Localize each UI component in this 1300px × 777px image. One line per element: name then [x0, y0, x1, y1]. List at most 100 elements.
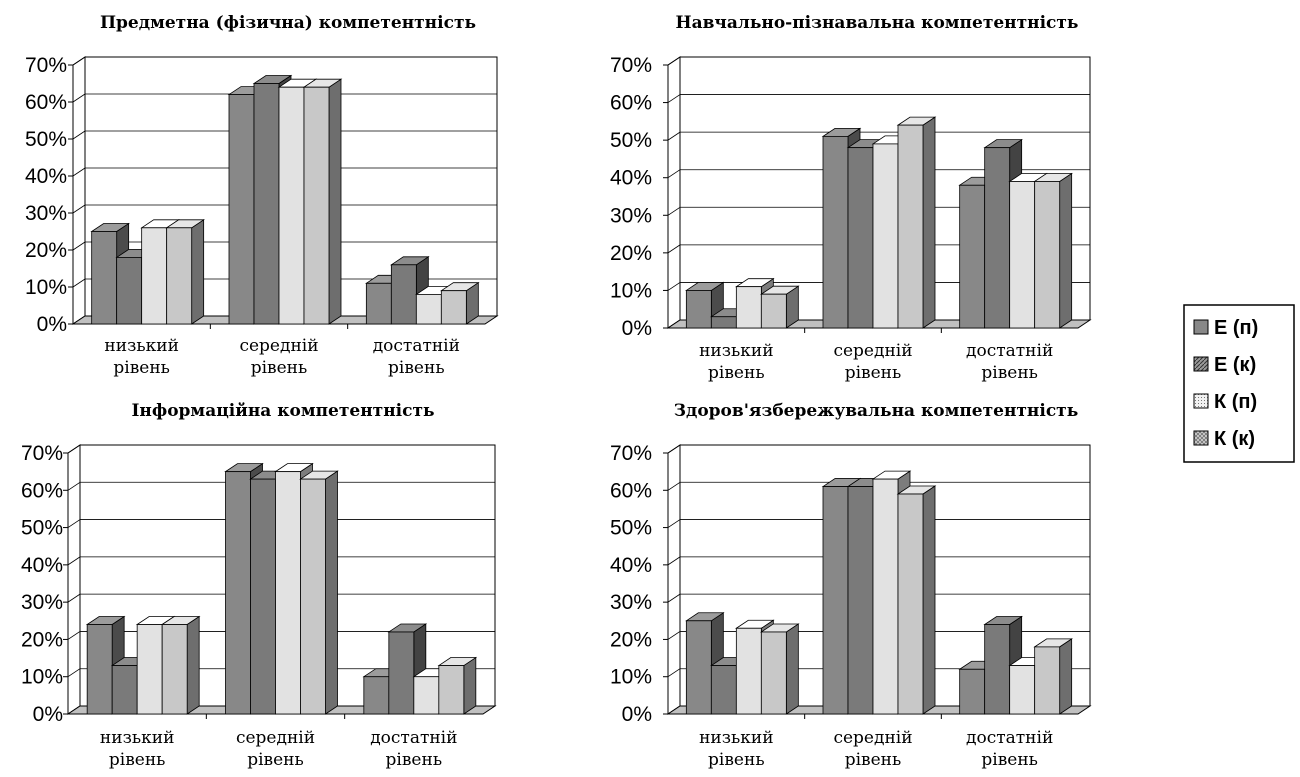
y-tick-label: 60%: [25, 91, 67, 114]
x-tick-label: рівень: [386, 750, 443, 770]
y-tick-label: 0%: [622, 317, 652, 340]
y-tick-label: 0%: [33, 703, 63, 726]
y-tick-label: 70%: [610, 442, 652, 465]
bar: [160, 615, 201, 715]
x-tick-label: достатній: [966, 728, 1053, 748]
gridline-side: [667, 282, 681, 291]
x-tick-label: рівень: [845, 750, 902, 770]
chart-panel-health: Здоров'язбережувальна компетентність 0% 1…: [610, 401, 1092, 770]
bar: [165, 219, 205, 325]
legend-label: Е (п): [1214, 317, 1258, 339]
y-tick-label: 60%: [610, 479, 652, 502]
legend-swatch: [1193, 430, 1209, 446]
y-tick-label: 70%: [21, 442, 63, 465]
y-tick-label: 0%: [622, 703, 652, 726]
y-tick-label: 20%: [21, 628, 63, 651]
y-tick-label: 20%: [610, 242, 652, 265]
gridline-side: [67, 668, 81, 678]
gridline-side: [667, 631, 681, 640]
side-wall: [72, 56, 86, 325]
gridline-side: [72, 130, 86, 140]
x-tick-label: середній: [236, 728, 315, 748]
y-tick-label: 10%: [25, 276, 67, 299]
bar: [437, 656, 478, 715]
y-tick-label: 50%: [21, 517, 63, 540]
gridline-side: [667, 206, 681, 216]
legend-label: К (к): [1214, 428, 1255, 450]
gridline-side: [667, 556, 681, 566]
legend-swatch: [1193, 356, 1209, 372]
gridline-side: [667, 56, 681, 66]
gridline-side: [67, 481, 81, 491]
bar: [1033, 638, 1073, 715]
x-tick-label: рівень: [247, 750, 304, 770]
x-tick-label: рівень: [251, 358, 308, 378]
chart-title: Предметна (фізична) компетентність: [100, 13, 476, 33]
legend-label: Е (к): [1214, 354, 1256, 376]
y-tick-label: 10%: [610, 666, 652, 689]
y-tick-label: 50%: [610, 129, 652, 152]
x-tick-label: рівень: [845, 363, 902, 383]
bar: [896, 485, 937, 715]
bar: [896, 116, 937, 329]
gridline-side: [667, 593, 681, 603]
legend-swatch: [1193, 393, 1209, 409]
x-tick-label: низький: [100, 728, 174, 748]
y-tick-label: 10%: [610, 279, 652, 302]
gridline-side: [67, 444, 81, 454]
legend: Е (п) Е (к) К (п) К (к): [1183, 304, 1295, 463]
gridline-side: [667, 131, 681, 141]
gridline-side: [72, 167, 86, 177]
bar: [760, 623, 800, 715]
legend-label: К (п): [1214, 391, 1257, 413]
bar: [299, 470, 339, 715]
x-tick-label: рівень: [981, 750, 1038, 770]
y-tick-label: 30%: [610, 591, 652, 614]
x-tick-label: рівень: [388, 358, 445, 378]
y-tick-label: 20%: [610, 628, 652, 651]
side-wall: [667, 56, 681, 329]
chart-title: Здоров'язбережувальна компетентність: [674, 401, 1079, 421]
bar: [387, 623, 428, 715]
bar: [760, 285, 800, 329]
x-tick-label: рівень: [708, 363, 765, 383]
x-tick-label: низький: [104, 336, 178, 356]
x-tick-label: рівень: [113, 358, 170, 378]
y-tick-label: 60%: [21, 479, 63, 502]
y-tick-label: 70%: [25, 54, 67, 77]
side-wall: [667, 444, 681, 715]
x-tick-label: достатній: [370, 728, 457, 748]
y-tick-label: 30%: [25, 202, 67, 225]
x-tick-label: рівень: [109, 750, 166, 770]
gridline-side: [67, 556, 81, 566]
x-tick-label: низький: [699, 728, 773, 748]
chart-panel-cognitive: Навчально-пізнавальна компетентність 0% 1…: [610, 13, 1092, 383]
gridline-side: [72, 241, 86, 251]
bar: [1033, 172, 1073, 329]
gridline-side: [67, 593, 81, 603]
y-tick-label: 20%: [25, 239, 67, 262]
gridline-side: [667, 519, 681, 528]
y-tick-label: 10%: [21, 666, 63, 689]
y-tick-label: 40%: [25, 165, 67, 188]
bar: [440, 281, 480, 325]
y-tick-label: 50%: [610, 517, 652, 540]
gridline-side: [667, 444, 681, 454]
gridline-side: [67, 519, 81, 528]
gridline-side: [72, 278, 86, 288]
x-tick-label: достатній: [966, 341, 1053, 361]
y-tick-label: 30%: [21, 591, 63, 614]
gridline-side: [667, 169, 681, 179]
y-tick-label: 40%: [610, 554, 652, 577]
gridline-side: [72, 93, 86, 103]
side-wall: [67, 444, 81, 715]
y-tick-label: 70%: [610, 54, 652, 77]
legend-swatch: [1193, 319, 1209, 335]
y-tick-label: 40%: [21, 554, 63, 577]
chart-panel-physical: Предметна (фізична) компетентність 0% 10%…: [25, 13, 499, 378]
gridline-side: [667, 668, 681, 678]
y-tick-label: 40%: [610, 167, 652, 190]
gridline-side: [72, 56, 86, 66]
gridline-side: [667, 481, 681, 491]
